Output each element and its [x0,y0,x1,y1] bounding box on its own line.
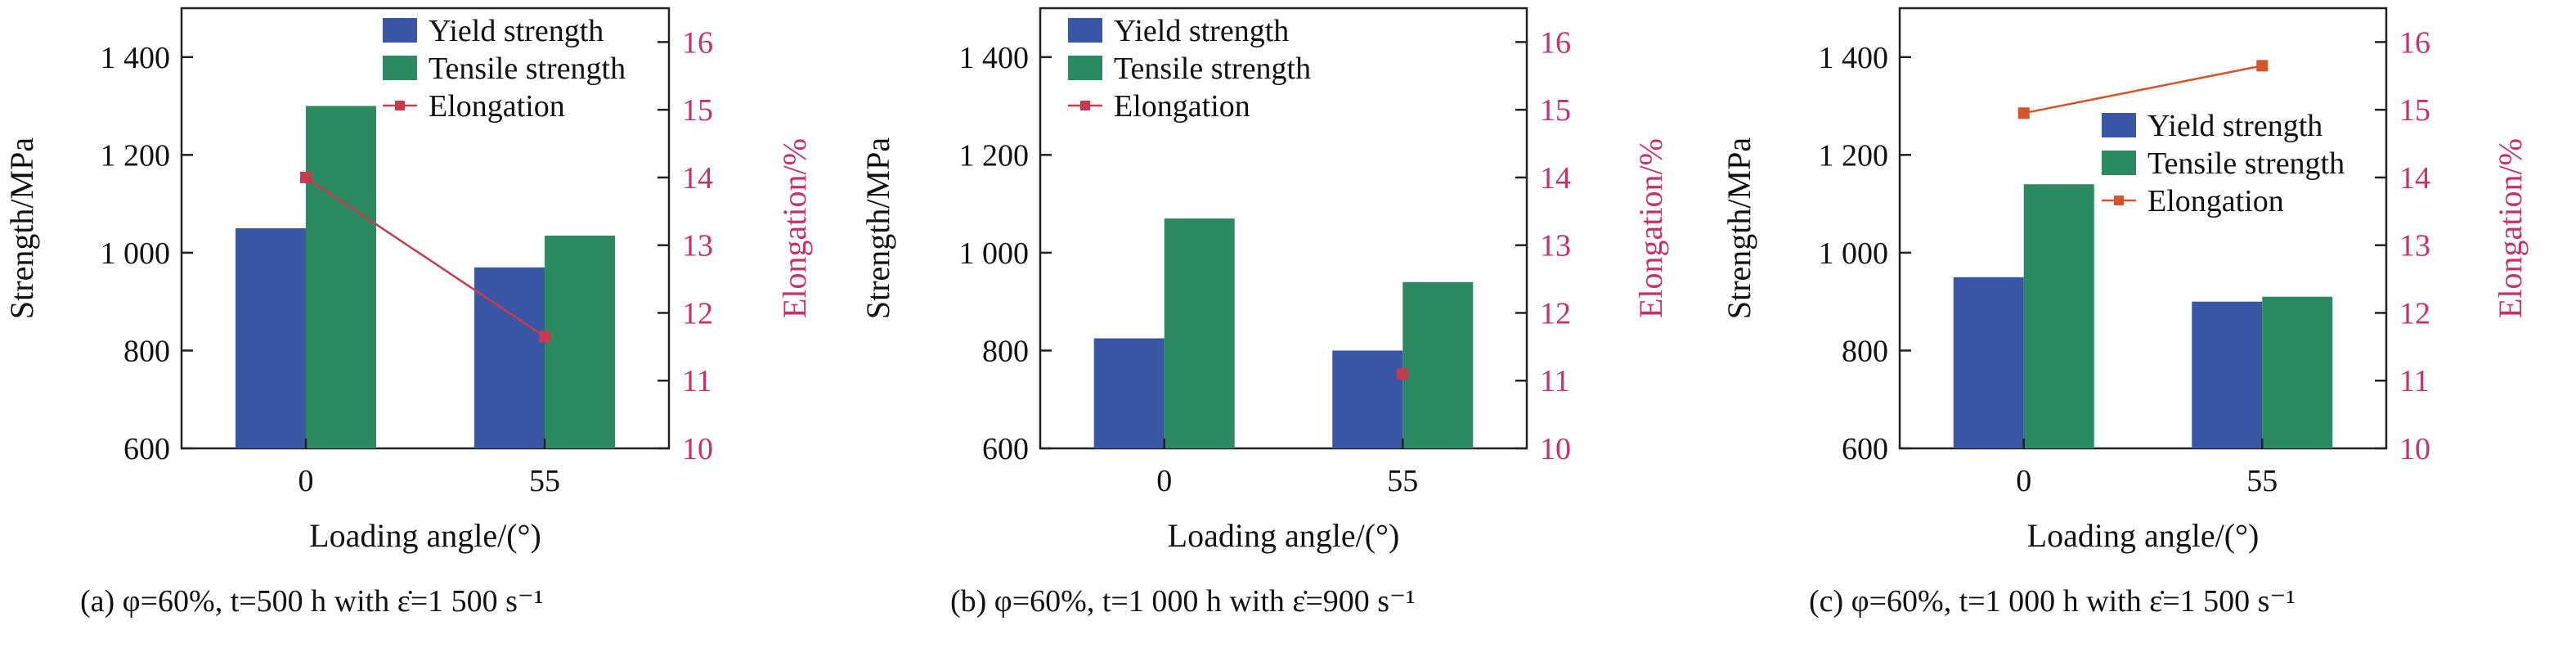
panel-3-xtick-label: 0 [2016,464,2031,498]
panel-1-ytick-label: 1 200 [101,138,171,173]
panel-3-y2tick-label: 12 [2399,296,2430,331]
panel-1-ytick-label: 1 000 [101,236,171,271]
panel-2-xtick-label: 0 [1156,464,1172,498]
panel-3-legend-label: Tensile strength [2147,146,2345,181]
panel-3-bar-tensile-55 [2262,296,2333,448]
panel-2-legend-marker-elongation [1080,101,1090,110]
panel-1-bar-yield-55 [474,267,545,448]
panel-2-ytick-label: 1 200 [959,138,1030,173]
panel-3-y2tick-label: 10 [2399,432,2430,466]
panel-2-ytick-label: 1 400 [959,41,1030,75]
panel-3-ytick-label: 1 000 [1819,236,1889,271]
panel-1-elongation-point-0 [299,171,312,183]
panel-3-y2tick-label: 15 [2399,93,2430,128]
panel-3-x-axis-title: Loading angle/(°) [2027,517,2260,554]
panel-2-y2tick-label: 14 [1540,161,1571,196]
panel-1-legend-swatch-yield [383,18,417,43]
panel-1-xtick-label: 0 [298,464,313,498]
panel-1-bar-tensile-0 [305,106,376,449]
panel-3-ytick-label: 800 [1842,334,1888,368]
panel-2-y2-axis-title: Elongation/% [1632,138,1669,318]
panel-1-legend-swatch-tensile [383,56,417,80]
panel-3-ytick-label: 1 400 [1819,41,1889,75]
panel-3-legend-swatch-tensile [2102,151,2136,175]
panel-3-xtick-label: 55 [2246,464,2278,498]
panel-3-elongation-point-0 [2017,107,2030,119]
panel-3-bar-yield-55 [2192,301,2263,448]
panel-2-ytick-label: 1 000 [959,236,1030,271]
panel-1-y2tick-label: 12 [682,296,713,331]
panel-2-y2tick-label: 10 [1540,432,1571,466]
panel-3-legend-swatch-yield [2102,113,2136,137]
panel-1-y-axis-title: Strength/MPa [3,137,40,319]
panel-2-legend-label: Yield strength [1114,14,1289,48]
panel-2-y2tick-label: 12 [1540,296,1571,331]
panel-3-y-axis-title: Strength/MPa [1721,137,1757,319]
panel-2-y2tick-label: 16 [1540,25,1571,60]
panel-2-legend-label: Elongation [1114,89,1250,124]
panel-1-bar-tensile-55 [545,235,616,448]
panel-1-plot-frame [180,7,671,450]
panel-1-legend-label: Tensile strength [429,52,626,86]
panel-1-elongation-point-55 [539,331,551,343]
panel-2-bar-yield-55 [1332,350,1403,448]
panel-3-y2tick-label: 14 [2399,161,2430,196]
panel-2-y-axis-title: Strength/MPa [859,137,896,319]
panel-3-y2tick-label: 13 [2399,229,2430,263]
panel-3-elongation-point-55 [2256,60,2269,72]
panel-1-bar-yield-0 [235,228,306,448]
panel-2-legend-swatch-yield [1068,18,1102,43]
panel-2-xtick-label: 55 [1387,464,1418,498]
panel-1-y2tick-label: 13 [682,229,713,263]
panel-2-ytick-label: 600 [982,432,1029,466]
panel-1-ytick-label: 1 400 [101,41,171,75]
panel-3-legend-marker-elongation [2114,196,2124,205]
panel-1-y2tick-label: 15 [682,93,713,128]
caption-b: (b) φ=60%, t=1 000 h with ε̇=900 s⁻¹ [950,584,1416,619]
panel-3-y2tick-label: 11 [2399,364,2430,398]
panel-2-y2tick-label: 15 [1540,93,1571,128]
panel-2-plot-frame [1039,7,1528,450]
panel-2-bar-yield-0 [1093,338,1165,448]
panel-3-ytick-label: 1 200 [1819,138,1889,173]
caption-a: (a) φ=60%, t=500 h with ε̇=1 500 s⁻¹ [80,584,544,619]
panel-1-y2tick-label: 14 [682,161,713,196]
panel-3-y2tick-label: 16 [2399,25,2430,60]
panel-2-elongation-point-55 [1397,367,1409,380]
panel-1-legend-marker-elongation [395,101,405,110]
panel-1-elongation-line [305,176,545,338]
panel-1-y2tick-label: 10 [682,432,713,466]
panel-1-x-axis-title: Loading angle/(°) [309,517,541,554]
panel-3-legend-label: Yield strength [2147,109,2322,143]
panel-1-y2tick-label: 11 [682,364,712,398]
panel-1-y2-axis-title: Elongation/% [776,138,813,318]
panel-2-legend-label: Tensile strength [1114,52,1311,86]
panel-2-bar-tensile-0 [1164,218,1235,448]
panel-1-xtick-label: 55 [529,464,560,498]
panel-1-legend-label: Elongation [429,89,565,124]
panel-1-ytick-label: 800 [123,334,170,368]
panel-2-legend-swatch-tensile [1068,56,1102,80]
panel-3-bar-tensile-0 [2023,184,2094,448]
panel-2-bar-tensile-55 [1402,281,1474,448]
panel-3-ytick-label: 600 [1842,432,1888,466]
panel-2-ytick-label: 800 [982,334,1029,368]
panel-3-elongation-line [2023,65,2263,115]
panel-1-legend-label: Yield strength [429,14,604,48]
panel-2-y2tick-label: 13 [1540,229,1571,263]
panel-3-bar-yield-0 [1953,277,2024,448]
panel-3-plot-frame [1898,7,2388,450]
panel-3-y2-axis-title: Elongation/% [2492,138,2529,318]
panel-1-y2tick-label: 16 [682,25,713,60]
panel-1-ytick-label: 600 [123,432,170,466]
panel-3-legend-label: Elongation [2147,184,2284,218]
caption-c: (c) φ=60%, t=1 000 h with ε̇=1 500 s⁻¹ [1809,584,2296,619]
panel-2-x-axis-title: Loading angle/(°) [1168,517,1400,554]
panel-2-y2tick-label: 11 [1540,364,1570,398]
